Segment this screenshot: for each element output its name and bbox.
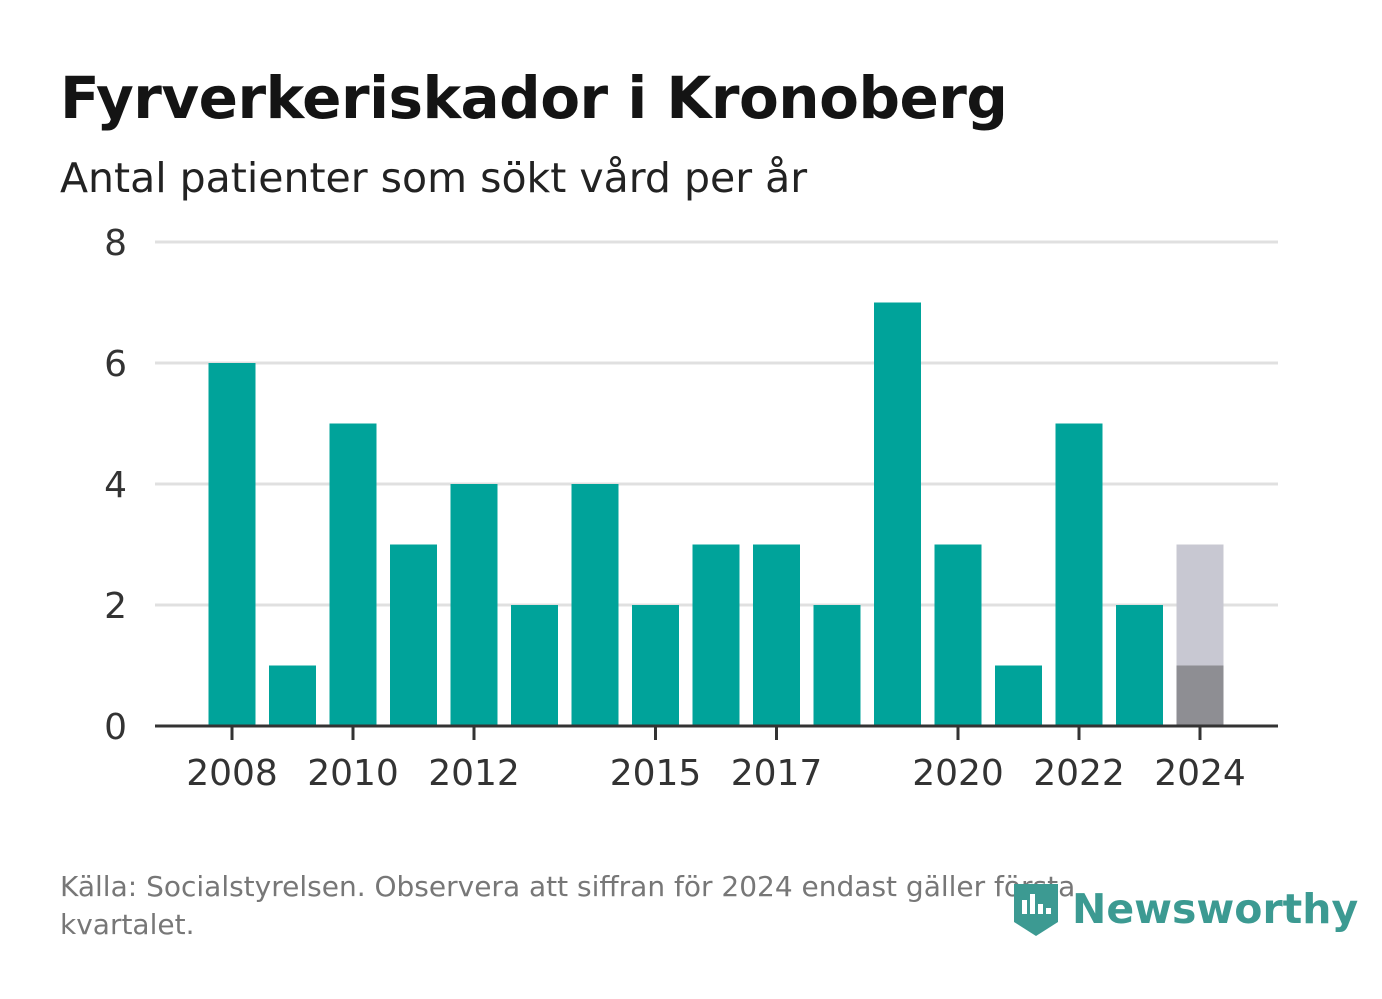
x-tick-label: 2024 xyxy=(1154,753,1246,794)
bar-2008 xyxy=(208,363,256,726)
bar-2019 xyxy=(874,302,921,726)
bar-2013 xyxy=(511,605,558,726)
y-tick-label: 8 xyxy=(104,223,127,264)
bar-2011 xyxy=(390,544,437,726)
bar-2024 xyxy=(1176,665,1224,726)
bar-2023 xyxy=(1116,605,1163,726)
bar-2009 xyxy=(269,665,316,726)
y-tick-label: 4 xyxy=(104,465,127,506)
bar-2012 xyxy=(450,484,498,726)
newsworthy-logo-icon xyxy=(1014,884,1058,936)
bar-2016 xyxy=(692,544,740,726)
bar-2017 xyxy=(753,544,800,726)
x-tick-label: 2008 xyxy=(186,753,278,794)
bar-2015 xyxy=(632,605,679,726)
x-tick-label: 2022 xyxy=(1033,753,1125,794)
bar-2014 xyxy=(571,484,619,726)
x-tick-label: 2010 xyxy=(307,753,399,794)
bar-2018 xyxy=(813,605,861,726)
newsworthy-logo-text: Newsworthy xyxy=(1072,885,1359,933)
chart-title: Fyrverkeriskador i Kronoberg xyxy=(60,64,1008,132)
source-note: Källa: Socialstyrelsen. Observera att si… xyxy=(60,870,1076,941)
bar-2021 xyxy=(995,665,1042,726)
chart-subtitle: Antal patienter som sökt vård per år xyxy=(60,154,808,202)
bar-2010 xyxy=(329,423,377,726)
x-tick-label: 2015 xyxy=(610,753,702,794)
bar-2020 xyxy=(934,544,982,726)
y-tick-label: 2 xyxy=(104,586,127,627)
newsworthy-logo: Newsworthy xyxy=(1010,878,1358,940)
x-tick-label: 2012 xyxy=(428,753,520,794)
y-tick-label: 6 xyxy=(104,344,127,385)
x-tick-label: 2020 xyxy=(912,753,1004,794)
y-tick-label: 0 xyxy=(104,707,127,748)
x-tick-label: 2017 xyxy=(731,753,823,794)
bar-2022 xyxy=(1055,423,1103,726)
